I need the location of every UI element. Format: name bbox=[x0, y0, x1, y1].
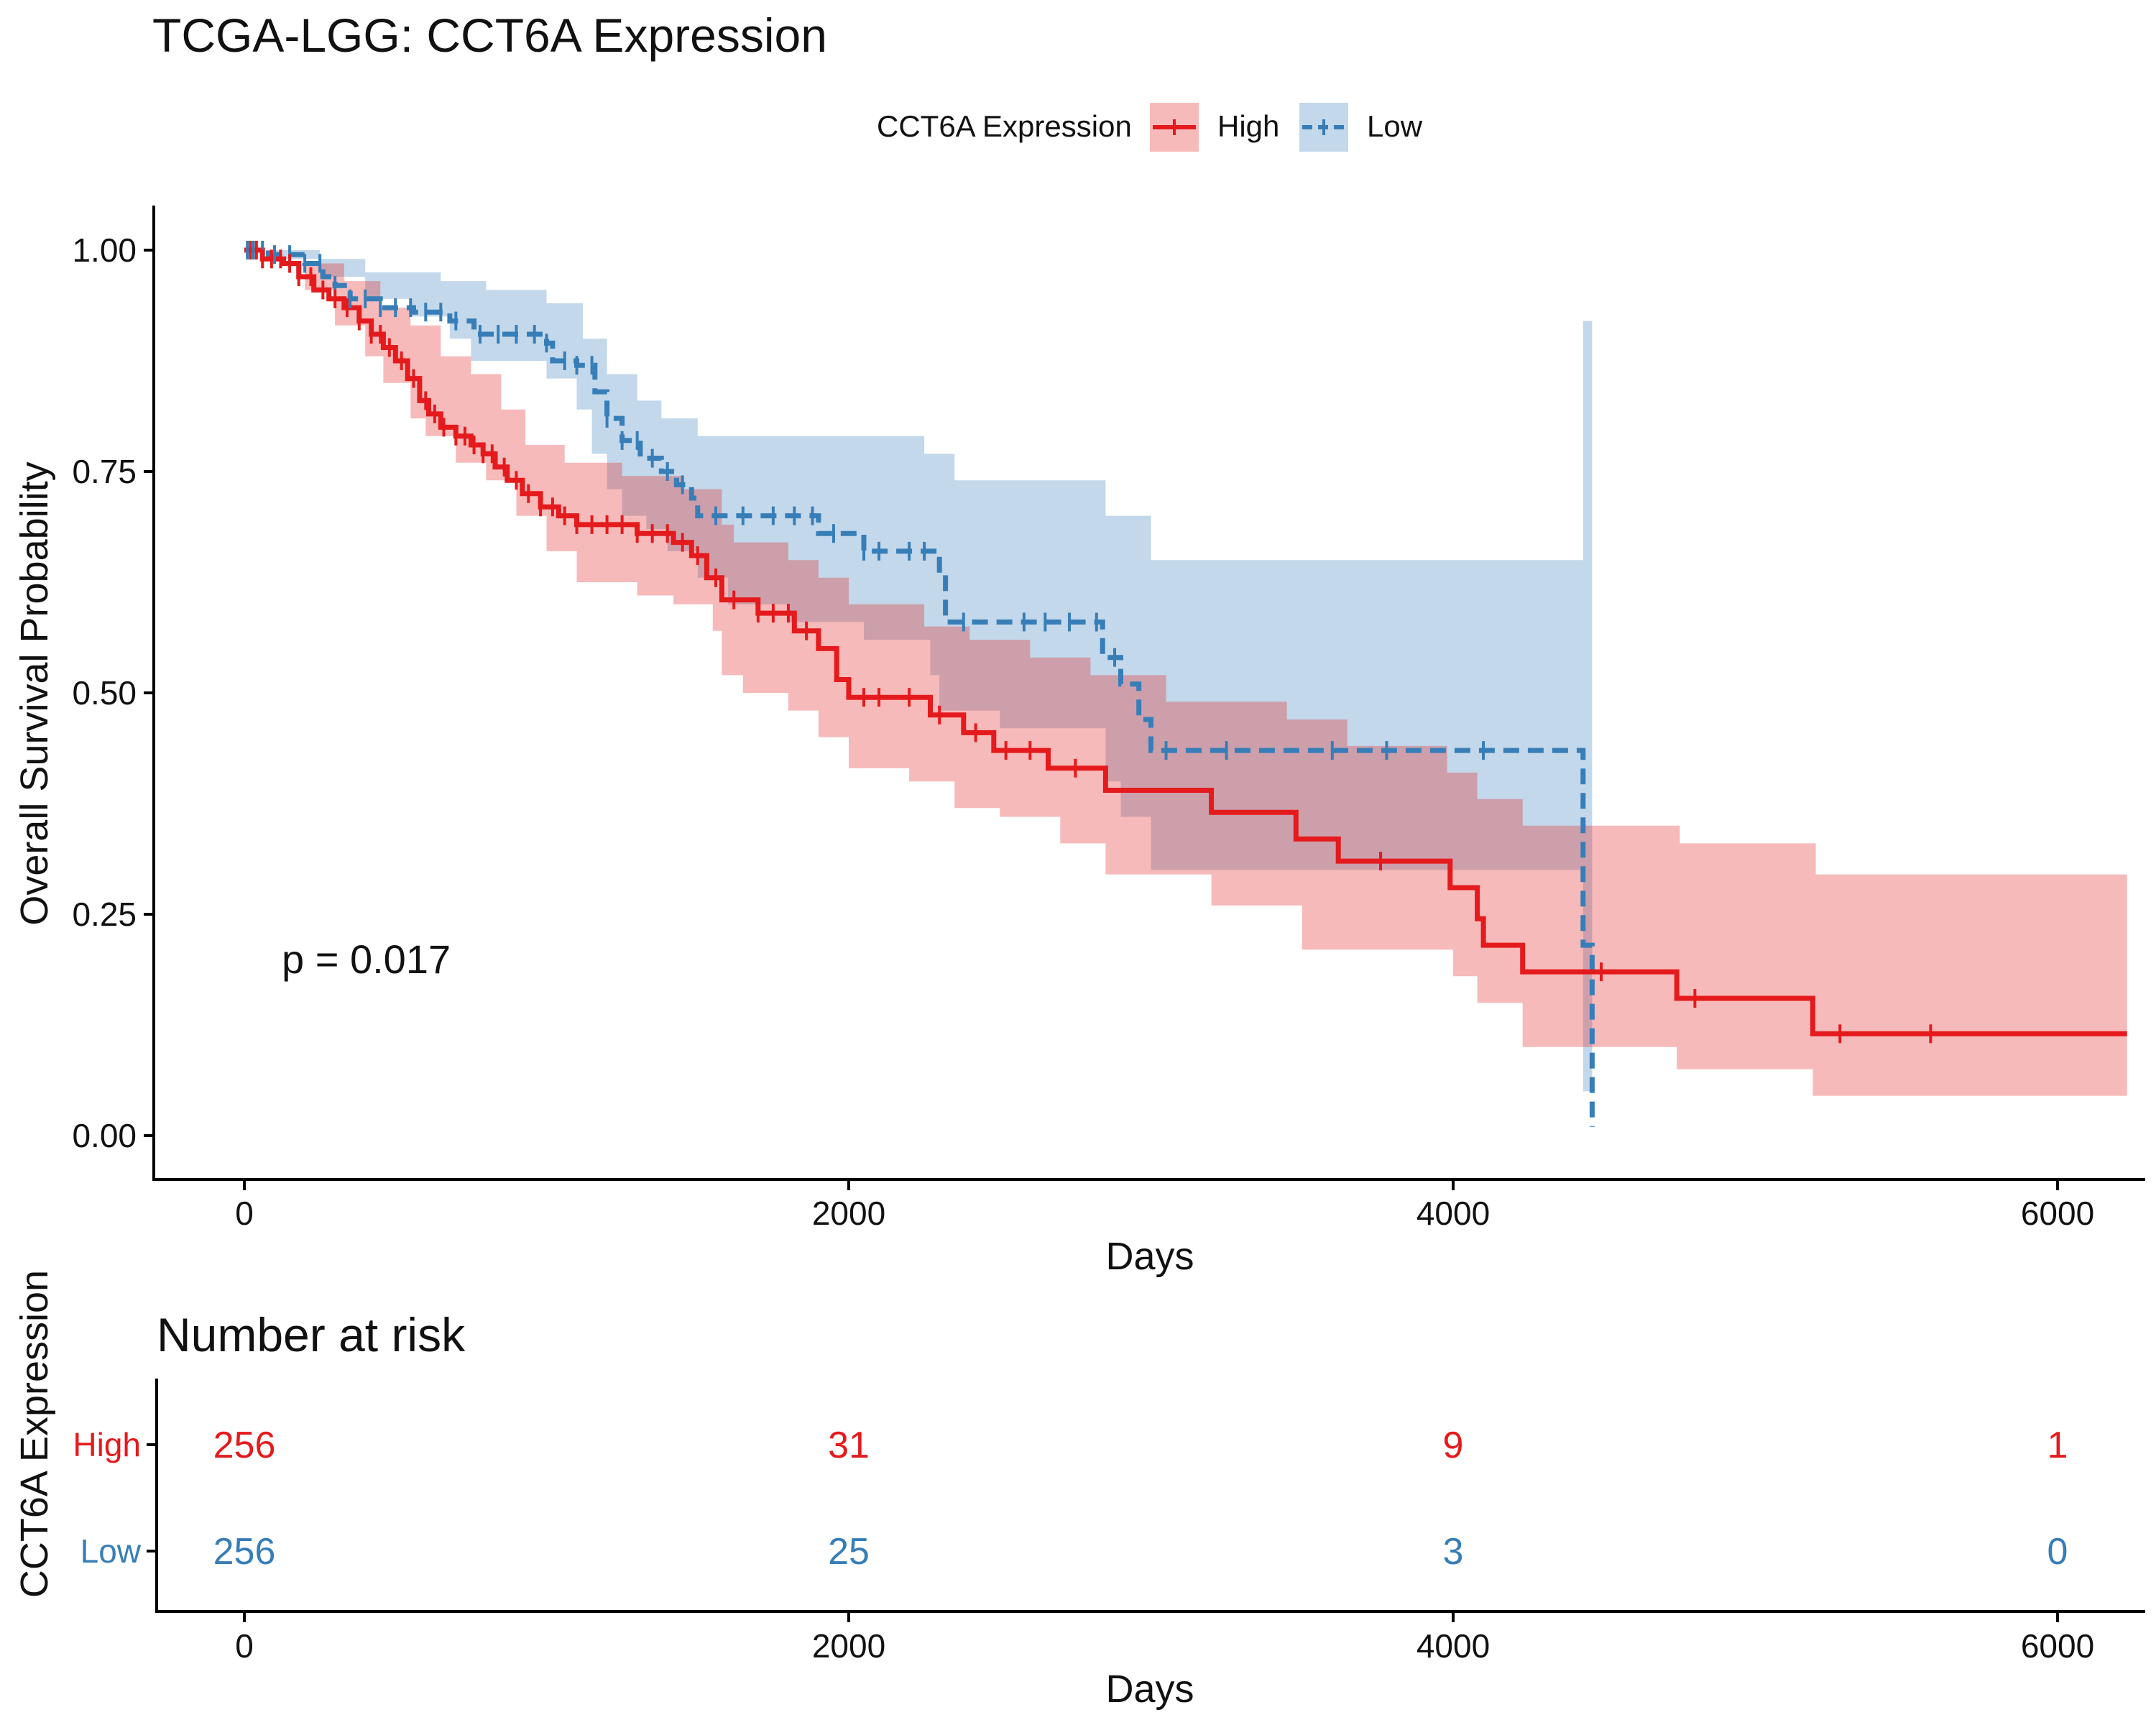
risk-row-label-low: Low bbox=[80, 1532, 142, 1570]
risk-cell-high: 256 bbox=[213, 1425, 276, 1466]
risk-x-tick-label: 2000 bbox=[812, 1627, 885, 1665]
legend-title: CCT6A Expression bbox=[877, 109, 1132, 143]
legend-label-high: High bbox=[1217, 109, 1279, 143]
legend: CCT6A Expression High Low bbox=[877, 103, 1423, 152]
risk-cell-high: 9 bbox=[1443, 1425, 1464, 1466]
legend-item-high: High bbox=[1150, 103, 1279, 152]
x-tick-label: 0 bbox=[235, 1195, 254, 1232]
chart-title: TCGA-LGG: CCT6A Expression bbox=[152, 9, 827, 62]
risk-row-label-high: High bbox=[73, 1426, 141, 1463]
risk-cell-high: 31 bbox=[828, 1425, 870, 1466]
survival-plot: 0.00 0.25 0.50 0.75 1.00 0 2000 4000 6000 p = 0.… bbox=[13, 206, 2145, 1278]
y-tick-label: 0.75 bbox=[72, 453, 137, 490]
y-tick-label: 0.50 bbox=[72, 674, 137, 712]
confidence-bands bbox=[244, 250, 2127, 1096]
risk-cell-high: 1 bbox=[2047, 1425, 2068, 1466]
ci-band-high bbox=[244, 250, 2127, 1096]
risk-x-tick-label: 0 bbox=[235, 1627, 254, 1665]
survival-axes: 0.00 0.25 0.50 0.75 1.00 0 2000 4000 6000 bbox=[72, 206, 2145, 1232]
risk-cell-low: 25 bbox=[828, 1531, 870, 1573]
legend-item-low: Low bbox=[1299, 103, 1423, 152]
x-axis-title: Days bbox=[1105, 1235, 1194, 1278]
ci-band-low bbox=[244, 250, 1593, 1092]
risk-table-y-axis-title: CCT6A Expression bbox=[13, 1270, 56, 1598]
risk-table-x-axis-title: Days bbox=[1105, 1668, 1194, 1711]
y-tick-label: 0.00 bbox=[72, 1117, 137, 1154]
y-tick-label: 0.25 bbox=[72, 896, 137, 933]
risk-table: Number at risk High Low 0 2000 4000 6000 256 3… bbox=[13, 1270, 2145, 1711]
y-tick-label: 1.00 bbox=[72, 231, 137, 269]
y-axis-title: Overall Survival Probability bbox=[13, 461, 56, 925]
risk-x-tick-label: 6000 bbox=[2021, 1627, 2094, 1665]
p-value-annotation: p = 0.017 bbox=[282, 937, 451, 982]
x-tick-label: 6000 bbox=[2021, 1195, 2094, 1232]
risk-table-title: Number at risk bbox=[157, 1308, 466, 1361]
legend-label-low: Low bbox=[1367, 109, 1423, 143]
x-tick-label: 2000 bbox=[812, 1195, 885, 1232]
risk-x-tick-label: 4000 bbox=[1416, 1627, 1490, 1665]
risk-table-axes: High Low 0 2000 4000 6000 bbox=[73, 1379, 2145, 1665]
censor-marks bbox=[246, 241, 1932, 1044]
risk-cell-low: 3 bbox=[1443, 1531, 1464, 1573]
risk-cell-low: 0 bbox=[2047, 1531, 2068, 1573]
risk-table-cells: 256 31 9 1 256 25 3 0 bbox=[213, 1425, 2068, 1573]
risk-cell-low: 256 bbox=[213, 1531, 276, 1573]
x-tick-label: 4000 bbox=[1416, 1195, 1490, 1232]
